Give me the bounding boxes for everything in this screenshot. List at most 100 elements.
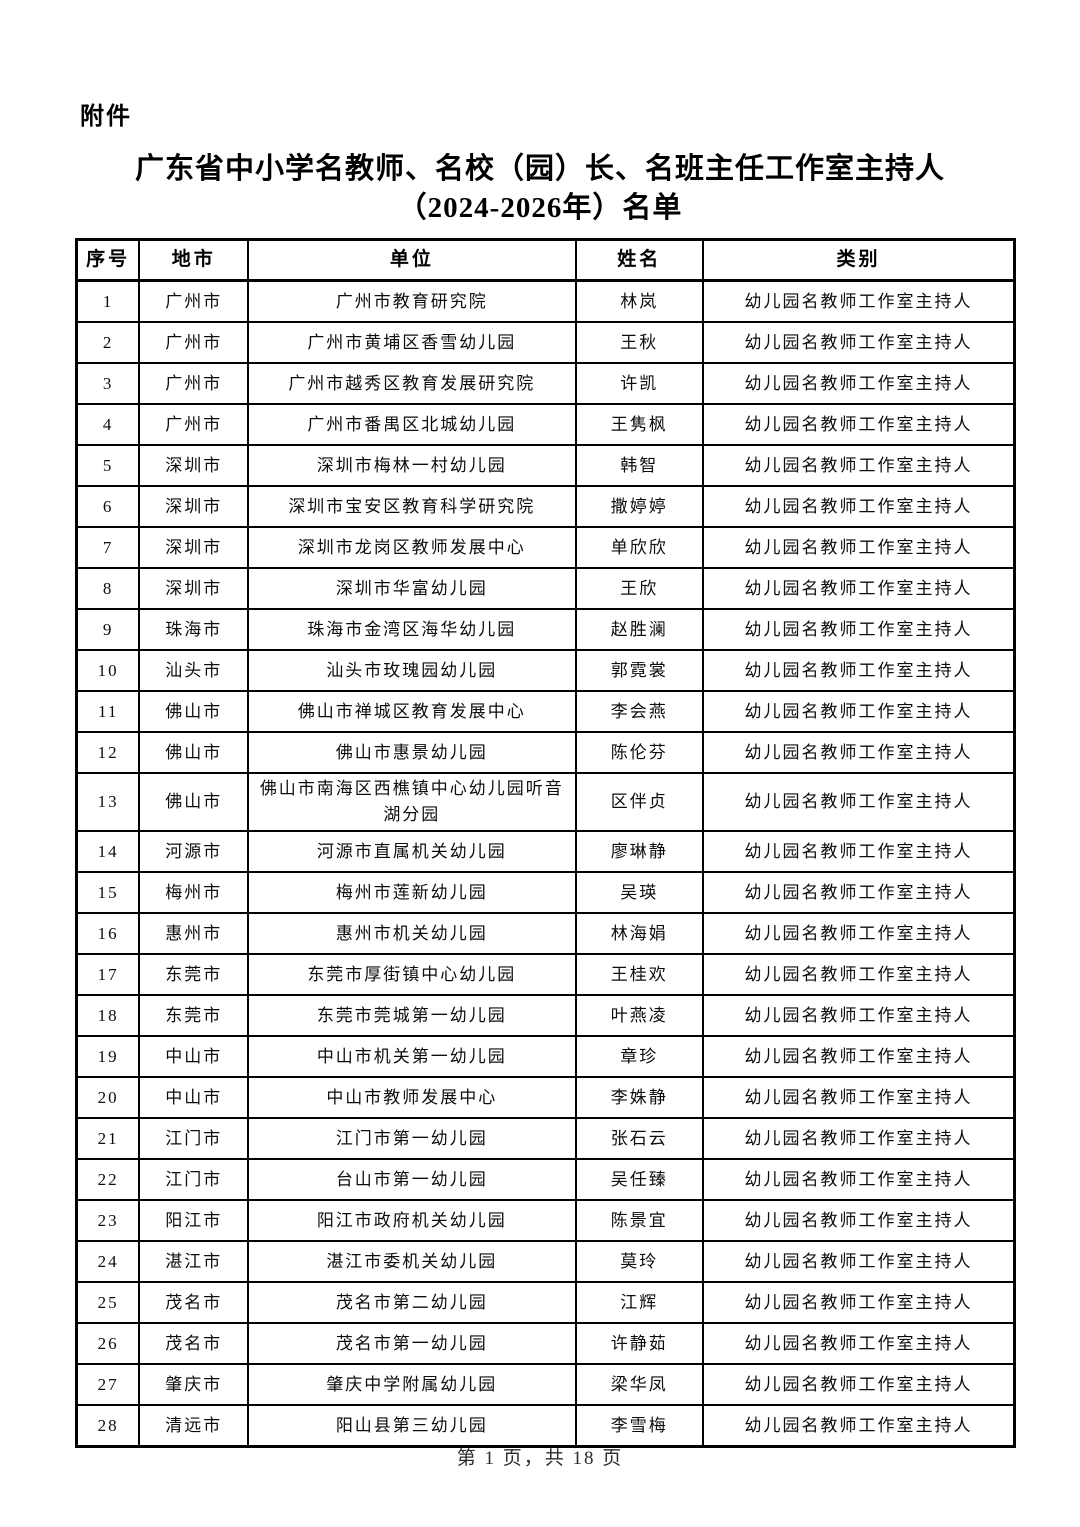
table-row: 6 深圳市 深圳市宝安区教育科学研究院 撒婷婷 幼儿园名教师工作室主持人 [75,485,1016,528]
roster-table: 序号 地市 单位 姓名 类别 1 广州市 广州市教育研究院 林岚 幼儿园名教师工… [75,238,1016,1448]
cell-index: 7 [75,526,141,569]
cell-category: 幼儿园名教师工作室主持人 [702,871,1016,914]
attachment-label: 附件 [80,104,132,130]
cell-index: 20 [75,1076,141,1119]
cell-city: 中山市 [138,1076,250,1119]
cell-city: 佛山市 [138,690,250,733]
cell-city: 佛山市 [138,772,250,832]
cell-unit: 茂名市第一幼儿园 [247,1322,577,1365]
cell-unit: 汕头市玫瑰园幼儿园 [247,649,577,692]
cell-index: 14 [75,830,141,873]
cell-unit: 广州市教育研究院 [247,279,577,323]
cell-category: 幼儿园名教师工作室主持人 [702,912,1016,955]
table-row: 24 湛江市 湛江市委机关幼儿园 莫玲 幼儿园名教师工作室主持人 [75,1240,1016,1283]
cell-unit: 深圳市梅林一村幼儿园 [247,444,577,487]
cell-unit: 茂名市第二幼儿园 [247,1281,577,1324]
cell-index: 27 [75,1363,141,1406]
cell-index: 5 [75,444,141,487]
cell-name: 王桂欢 [574,953,705,996]
cell-unit: 台山市第一幼儿园 [247,1158,577,1201]
table-header-row: 序号 地市 单位 姓名 类别 [75,238,1016,282]
cell-category: 幼儿园名教师工作室主持人 [702,1404,1016,1448]
cell-category: 幼儿园名教师工作室主持人 [702,1035,1016,1078]
cell-index: 6 [75,485,141,528]
cell-index: 21 [75,1117,141,1160]
cell-city: 茂名市 [138,1322,250,1365]
cell-category: 幼儿园名教师工作室主持人 [702,321,1016,364]
cell-name: 撒婷婷 [574,485,705,528]
cell-city: 江门市 [138,1158,250,1201]
table-row: 3 广州市 广州市越秀区教育发展研究院 许凯 幼儿园名教师工作室主持人 [75,362,1016,405]
header-name: 姓名 [574,238,705,282]
table-row: 8 深圳市 深圳市华富幼儿园 王欣 幼儿园名教师工作室主持人 [75,567,1016,610]
cell-category: 幼儿园名教师工作室主持人 [702,1199,1016,1242]
table-row: 28 清远市 阳山县第三幼儿园 李雪梅 幼儿园名教师工作室主持人 [75,1404,1016,1448]
cell-category: 幼儿园名教师工作室主持人 [702,403,1016,446]
cell-name: 李会燕 [574,690,705,733]
table-row: 10 汕头市 汕头市玫瑰园幼儿园 郭霓裳 幼儿园名教师工作室主持人 [75,649,1016,692]
cell-name: 王秋 [574,321,705,364]
table-row: 4 广州市 广州市番禺区北城幼儿园 王隽枫 幼儿园名教师工作室主持人 [75,403,1016,446]
cell-index: 1 [75,279,141,323]
header-city: 地市 [138,238,250,282]
table-row: 27 肇庆市 肇庆中学附属幼儿园 梁华凤 幼儿园名教师工作室主持人 [75,1363,1016,1406]
cell-city: 肇庆市 [138,1363,250,1406]
cell-index: 24 [75,1240,141,1283]
cell-city: 深圳市 [138,567,250,610]
header-index: 序号 [75,238,141,282]
cell-name: 林岚 [574,279,705,323]
cell-category: 幼儿园名教师工作室主持人 [702,1363,1016,1406]
cell-city: 珠海市 [138,608,250,651]
cell-city: 清远市 [138,1404,250,1448]
cell-category: 幼儿园名教师工作室主持人 [702,1281,1016,1324]
cell-name: 廖琳静 [574,830,705,873]
cell-index: 2 [75,321,141,364]
cell-category: 幼儿园名教师工作室主持人 [702,953,1016,996]
table-row: 7 深圳市 深圳市龙岗区教师发展中心 单欣欣 幼儿园名教师工作室主持人 [75,526,1016,569]
cell-name: 李姝静 [574,1076,705,1119]
cell-name: 林海娟 [574,912,705,955]
cell-unit: 珠海市金湾区海华幼儿园 [247,608,577,651]
cell-name: 郭霓裳 [574,649,705,692]
cell-city: 江门市 [138,1117,250,1160]
cell-index: 4 [75,403,141,446]
table-row: 5 深圳市 深圳市梅林一村幼儿园 韩智 幼儿园名教师工作室主持人 [75,444,1016,487]
cell-name: 许静茹 [574,1322,705,1365]
table-row: 19 中山市 中山市机关第一幼儿园 章珍 幼儿园名教师工作室主持人 [75,1035,1016,1078]
table-row: 14 河源市 河源市直属机关幼儿园 廖琳静 幼儿园名教师工作室主持人 [75,830,1016,873]
table-row: 15 梅州市 梅州市莲新幼儿园 吴瑛 幼儿园名教师工作室主持人 [75,871,1016,914]
cell-index: 17 [75,953,141,996]
cell-name: 吴任臻 [574,1158,705,1201]
cell-name: 区伴贞 [574,772,705,832]
cell-name: 许凯 [574,362,705,405]
cell-unit: 东莞市厚街镇中心幼儿园 [247,953,577,996]
title-line-1: 广东省中小学名教师、名校（园）长、名班主任工作室主持人 [134,153,945,185]
cell-category: 幼儿园名教师工作室主持人 [702,1322,1016,1365]
table-row: 16 惠州市 惠州市机关幼儿园 林海娟 幼儿园名教师工作室主持人 [75,912,1016,955]
cell-index: 10 [75,649,141,692]
table-row: 23 阳江市 阳江市政府机关幼儿园 陈景宜 幼儿园名教师工作室主持人 [75,1199,1016,1242]
cell-name: 陈伦芬 [574,731,705,774]
cell-unit: 深圳市宝安区教育科学研究院 [247,485,577,528]
cell-category: 幼儿园名教师工作室主持人 [702,994,1016,1037]
cell-index: 16 [75,912,141,955]
cell-unit: 阳江市政府机关幼儿园 [247,1199,577,1242]
cell-unit: 广州市越秀区教育发展研究院 [247,362,577,405]
cell-name: 王欣 [574,567,705,610]
cell-name: 王隽枫 [574,403,705,446]
cell-category: 幼儿园名教师工作室主持人 [702,772,1016,832]
cell-category: 幼儿园名教师工作室主持人 [702,362,1016,405]
cell-category: 幼儿园名教师工作室主持人 [702,1240,1016,1283]
cell-city: 东莞市 [138,994,250,1037]
cell-category: 幼儿园名教师工作室主持人 [702,830,1016,873]
cell-index: 12 [75,731,141,774]
cell-index: 28 [75,1404,141,1448]
cell-name: 章珍 [574,1035,705,1078]
document-title: 广东省中小学名教师、名校（园）长、名班主任工作室主持人 （2024-2026年）… [0,150,1080,228]
cell-city: 惠州市 [138,912,250,955]
cell-name: 莫玲 [574,1240,705,1283]
cell-index: 8 [75,567,141,610]
cell-index: 26 [75,1322,141,1365]
cell-index: 15 [75,871,141,914]
table-row: 11 佛山市 佛山市禅城区教育发展中心 李会燕 幼儿园名教师工作室主持人 [75,690,1016,733]
